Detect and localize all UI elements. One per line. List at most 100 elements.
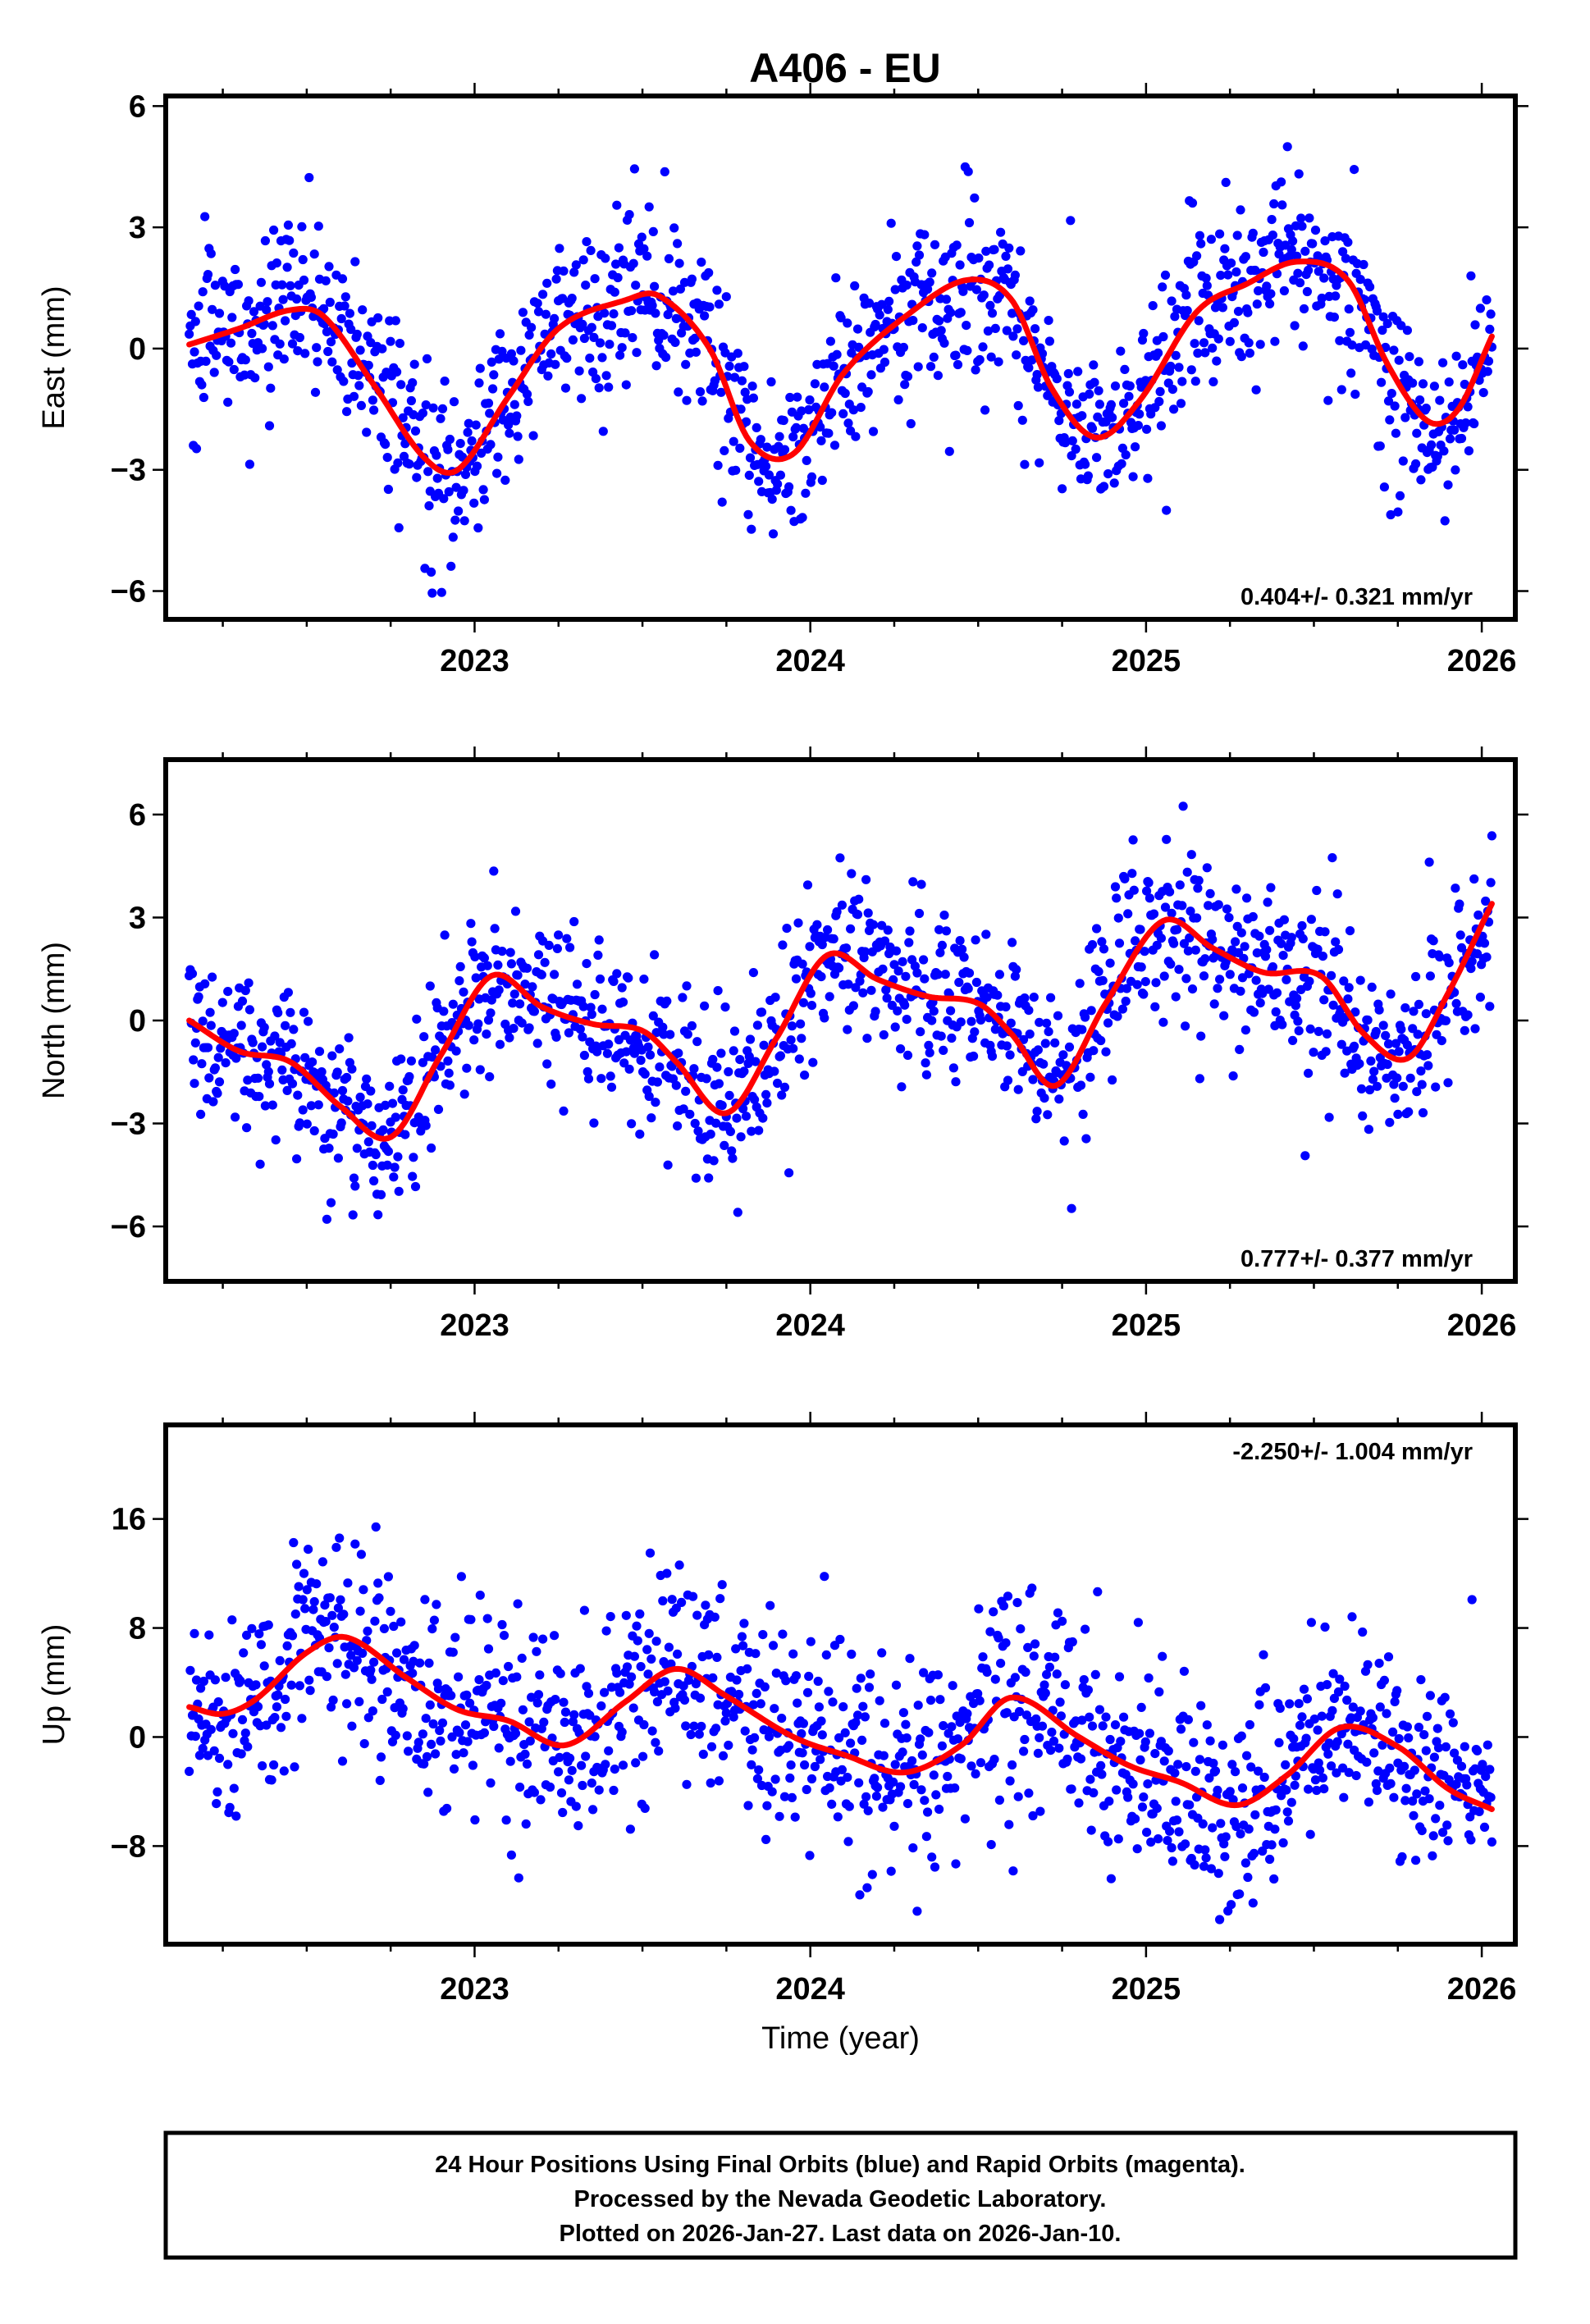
data-point <box>1263 897 1272 907</box>
data-point <box>203 1043 213 1052</box>
data-point <box>902 1015 912 1025</box>
data-point <box>326 337 336 347</box>
data-point <box>1089 1046 1099 1056</box>
data-point <box>522 389 532 400</box>
data-point <box>1290 1780 1300 1790</box>
data-point <box>691 1173 701 1183</box>
data-point <box>318 1557 327 1567</box>
data-point <box>550 313 560 323</box>
data-point <box>1171 1797 1181 1806</box>
data-point <box>618 1760 628 1770</box>
y-axis-title: East (mm) <box>37 285 71 429</box>
data-point <box>919 1668 929 1678</box>
data-point <box>732 1113 742 1123</box>
data-point <box>1458 360 1468 370</box>
data-point <box>994 970 1004 979</box>
data-point <box>732 1675 742 1685</box>
data-point <box>1259 247 1268 258</box>
data-point <box>739 1619 749 1628</box>
data-point <box>1231 937 1240 947</box>
data-point <box>1272 988 1282 998</box>
data-point <box>276 1723 286 1733</box>
data-point <box>281 316 290 326</box>
data-point <box>1027 1583 1037 1593</box>
data-point <box>535 1670 545 1680</box>
data-point <box>800 1760 810 1770</box>
data-point <box>694 1729 704 1739</box>
data-point <box>1033 382 1043 392</box>
data-point <box>754 1125 764 1135</box>
data-point <box>645 1050 656 1060</box>
data-point <box>1324 1112 1334 1122</box>
data-point <box>1119 1712 1129 1722</box>
data-point <box>989 1607 998 1617</box>
data-point <box>1412 1087 1422 1097</box>
data-point <box>648 226 658 236</box>
data-point <box>1414 1723 1423 1733</box>
data-point <box>1424 857 1434 867</box>
data-point <box>583 1074 594 1084</box>
data-point <box>751 1057 761 1066</box>
data-point <box>1310 226 1321 235</box>
data-point <box>295 1118 304 1128</box>
data-point <box>651 1637 661 1646</box>
data-point <box>594 935 604 945</box>
data-point <box>550 970 560 979</box>
data-point <box>277 280 287 290</box>
data-point <box>443 1056 453 1066</box>
data-point <box>1464 446 1473 456</box>
data-point <box>1012 324 1022 334</box>
data-point <box>279 1766 289 1776</box>
x-tick-label: 2025 <box>1112 1972 1181 2007</box>
data-point <box>436 587 446 597</box>
data-point <box>848 405 858 415</box>
data-point <box>545 1956 554 1965</box>
data-point <box>251 1680 261 1690</box>
data-point <box>1058 1050 1068 1060</box>
data-point <box>354 371 363 381</box>
data-point <box>185 1766 194 1776</box>
data-point <box>1440 1692 1450 1702</box>
data-point <box>1139 989 1149 999</box>
data-point <box>325 1593 335 1603</box>
data-point <box>796 1019 806 1029</box>
data-point <box>925 1048 934 1057</box>
data-point <box>900 380 910 390</box>
data-point <box>760 1682 770 1692</box>
data-point <box>639 975 649 984</box>
data-point <box>431 1045 441 1055</box>
data-point <box>1460 1025 1469 1035</box>
data-point <box>951 350 961 360</box>
data-point <box>1078 1109 1088 1119</box>
data-point <box>522 963 532 973</box>
data-point <box>298 1595 308 1605</box>
data-point <box>1173 1760 1183 1769</box>
data-point <box>863 908 873 918</box>
data-point <box>1012 350 1021 360</box>
data-point <box>727 1146 737 1156</box>
data-point <box>1035 1733 1044 1742</box>
data-point <box>565 1753 575 1763</box>
data-point <box>402 1731 412 1741</box>
data-point <box>784 1741 794 1751</box>
data-point <box>1341 253 1350 263</box>
data-point <box>1358 1627 1368 1637</box>
data-point <box>717 497 727 507</box>
data-point <box>394 523 404 533</box>
data-point <box>937 940 947 950</box>
data-point <box>914 250 925 260</box>
data-point <box>784 482 794 492</box>
data-point <box>1463 402 1473 412</box>
data-point <box>1327 1761 1336 1771</box>
data-point <box>740 387 750 397</box>
data-point <box>1081 1134 1091 1144</box>
data-point <box>847 1649 857 1660</box>
data-point <box>805 942 815 952</box>
data-point <box>1054 1743 1064 1753</box>
data-point <box>777 1090 787 1100</box>
data-point <box>1302 1694 1312 1704</box>
data-point <box>1440 516 1450 526</box>
data-point <box>1377 377 1387 387</box>
data-point <box>712 1062 722 1072</box>
data-point <box>806 1774 817 1784</box>
